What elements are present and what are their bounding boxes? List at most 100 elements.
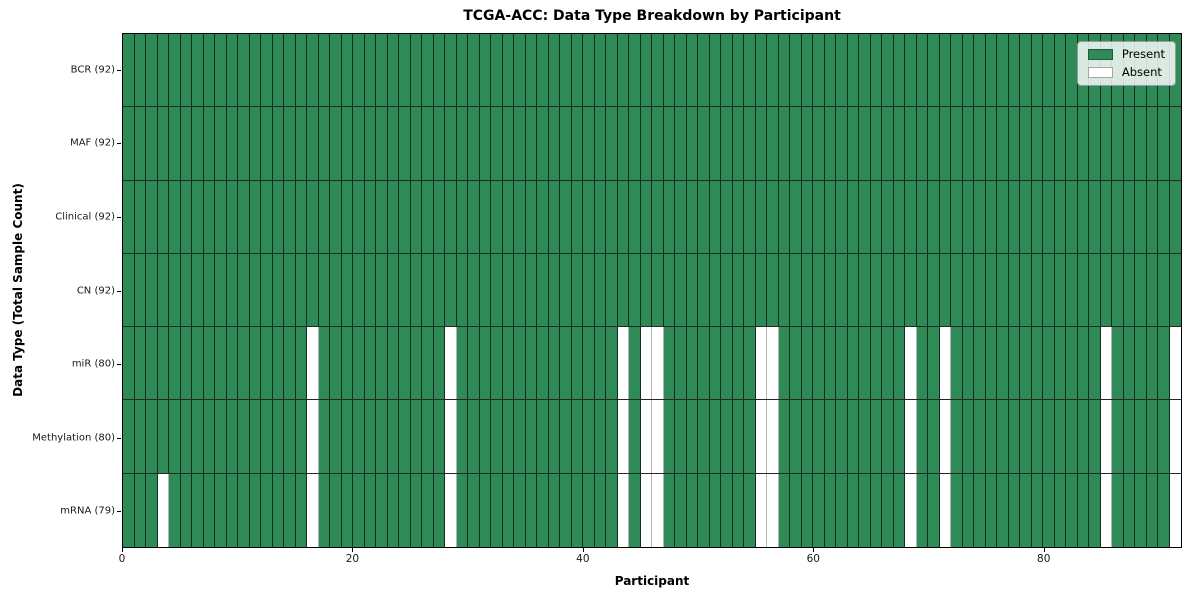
heatmap-cell xyxy=(767,180,779,253)
heatmap-cell xyxy=(123,253,135,327)
heatmap-cell xyxy=(456,327,468,400)
heatmap-cell xyxy=(157,473,169,547)
heatmap-cell xyxy=(997,473,1009,547)
heatmap-cell xyxy=(169,34,181,107)
heatmap-cell xyxy=(916,180,928,253)
heatmap-cell xyxy=(652,34,664,107)
heatmap-cell xyxy=(410,327,422,400)
heatmap-cell xyxy=(893,180,905,253)
heatmap-cell xyxy=(629,327,641,400)
heatmap-cell xyxy=(295,253,307,327)
heatmap-cell xyxy=(640,400,652,473)
heatmap-cell xyxy=(1100,253,1112,327)
heatmap-cell xyxy=(341,107,353,180)
heatmap-cell xyxy=(882,107,894,180)
heatmap-cell xyxy=(1112,107,1124,180)
x-tick-label: 20 xyxy=(345,553,360,565)
heatmap-cell xyxy=(410,180,422,253)
legend-item-present: Present xyxy=(1087,48,1165,61)
heatmap-cell xyxy=(238,327,250,400)
heatmap-cell xyxy=(801,34,813,107)
heatmap-cell xyxy=(203,253,215,327)
heatmap-cell xyxy=(479,327,491,400)
heatmap-cell xyxy=(491,473,503,547)
heatmap-cell xyxy=(1135,107,1147,180)
heatmap-cell xyxy=(905,34,917,107)
heatmap-cell xyxy=(905,180,917,253)
heatmap-cell xyxy=(951,253,963,327)
heatmap-cell xyxy=(318,253,330,327)
heatmap-cell xyxy=(1043,253,1055,327)
heatmap-cell xyxy=(307,400,319,473)
heatmap-cell xyxy=(801,473,813,547)
heatmap-row xyxy=(123,400,1181,474)
heatmap-cell xyxy=(525,34,537,107)
heatmap-cell xyxy=(813,34,825,107)
heatmap-cell xyxy=(364,34,376,107)
heatmap-cell xyxy=(767,327,779,400)
heatmap-row xyxy=(123,107,1181,181)
heatmap-cell xyxy=(330,327,342,400)
heatmap-row xyxy=(123,253,1181,328)
heatmap-cell xyxy=(1089,473,1101,547)
heatmap-cell xyxy=(445,180,457,253)
heatmap-cell xyxy=(502,253,514,327)
heatmap-cell xyxy=(1112,473,1124,547)
heatmap-cell xyxy=(640,34,652,107)
heatmap-cell xyxy=(318,327,330,400)
heatmap-cell xyxy=(525,473,537,547)
heatmap-cell xyxy=(560,473,572,547)
heatmap-cell xyxy=(652,107,664,180)
heatmap-cell xyxy=(215,473,227,547)
heatmap-cell xyxy=(146,400,158,473)
heatmap-cell xyxy=(341,180,353,253)
heatmap-cell xyxy=(1020,253,1032,327)
heatmap-cell xyxy=(905,107,917,180)
heatmap-cell xyxy=(606,253,618,327)
heatmap-cell xyxy=(157,253,169,327)
heatmap-cell xyxy=(663,253,675,327)
heatmap-cell xyxy=(1100,473,1112,547)
legend: Present Absent xyxy=(1076,41,1176,86)
heatmap-cell xyxy=(709,400,721,473)
y-tick-mark xyxy=(117,437,121,439)
heatmap-cell xyxy=(629,180,641,253)
heatmap-cell xyxy=(997,180,1009,253)
heatmap-cell xyxy=(962,327,974,400)
heatmap-cell xyxy=(1054,34,1066,107)
heatmap-cell xyxy=(410,473,422,547)
y-tick-label: BCR (92) xyxy=(70,64,115,76)
heatmap-cell xyxy=(813,253,825,327)
x-axis-label: Participant xyxy=(614,574,690,588)
heatmap-cell xyxy=(295,327,307,400)
heatmap-cell xyxy=(1031,400,1043,473)
heatmap-cell xyxy=(1008,327,1020,400)
heatmap-cell xyxy=(744,473,756,547)
heatmap-cell xyxy=(238,34,250,107)
heatmap-cell xyxy=(732,253,744,327)
heatmap-cell xyxy=(203,400,215,473)
heatmap-cell xyxy=(583,34,595,107)
heatmap-cell xyxy=(686,400,698,473)
heatmap-cell xyxy=(939,107,951,180)
heatmap-cell xyxy=(548,253,560,327)
heatmap-cell xyxy=(997,327,1009,400)
heatmap-cell xyxy=(192,34,204,107)
heatmap-cell xyxy=(180,400,192,473)
heatmap-cell xyxy=(847,107,859,180)
heatmap-cell xyxy=(698,400,710,473)
heatmap-cell xyxy=(997,253,1009,327)
heatmap-cell xyxy=(847,34,859,107)
heatmap-cell xyxy=(1043,34,1055,107)
heatmap-cell xyxy=(824,180,836,253)
heatmap-cell xyxy=(893,473,905,547)
heatmap-cell xyxy=(560,253,572,327)
heatmap-cell xyxy=(951,34,963,107)
heatmap-cell xyxy=(744,327,756,400)
heatmap-cell xyxy=(847,327,859,400)
heatmap-cell xyxy=(203,327,215,400)
heatmap-cell xyxy=(226,107,238,180)
heatmap-cell xyxy=(364,473,376,547)
heatmap-cell xyxy=(836,327,848,400)
